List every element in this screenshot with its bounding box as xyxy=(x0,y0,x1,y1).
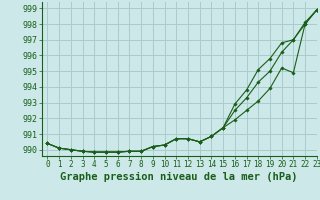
X-axis label: Graphe pression niveau de la mer (hPa): Graphe pression niveau de la mer (hPa) xyxy=(60,172,298,182)
